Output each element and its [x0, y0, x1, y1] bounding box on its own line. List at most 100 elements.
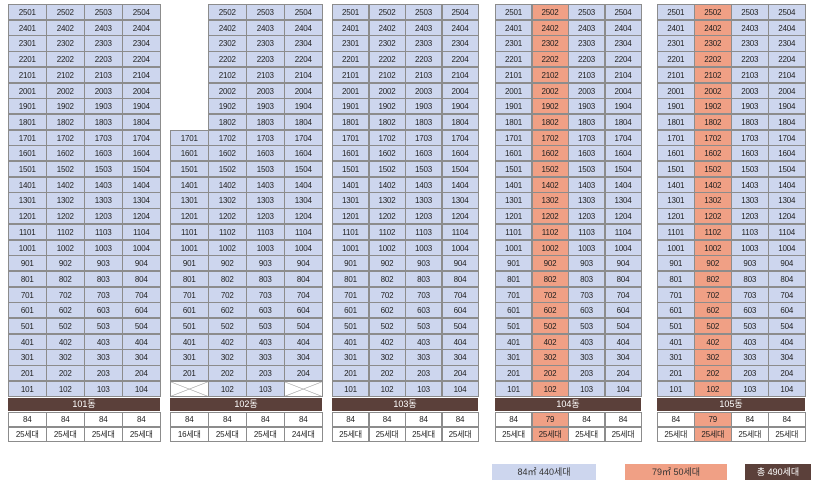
- unit-cell: 1701: [495, 129, 532, 146]
- unit-cell: 1901: [495, 98, 532, 115]
- unit-cell: 1302: [368, 192, 406, 209]
- unit-cell: 702: [46, 286, 85, 303]
- unit-cell: 901: [170, 255, 209, 272]
- unit-cell: 1304: [768, 192, 806, 209]
- unit-cell: 2304: [441, 35, 479, 52]
- unit-cell: 601: [8, 302, 47, 319]
- unit-cell: 603: [568, 302, 605, 319]
- unit-count-cell: 25세대: [731, 426, 769, 442]
- unit-cell: 1004: [441, 239, 479, 256]
- unit-cell: 1001: [495, 239, 532, 256]
- unit-cell: 1601: [8, 145, 47, 162]
- unit-cell: 402: [694, 333, 732, 350]
- unit-cell: 2502: [531, 4, 569, 21]
- unit-cell: 1801: [332, 113, 369, 131]
- unit-count-cell: 16세대: [170, 426, 209, 442]
- unit-cell: 1904: [441, 98, 479, 115]
- unit-count-cell: 25세대: [405, 426, 442, 442]
- unit-cell: 504: [122, 318, 161, 335]
- unit-cell: 503: [405, 318, 442, 335]
- unit-cell: 101: [332, 380, 369, 397]
- unit-cell: 1504: [122, 161, 161, 178]
- unit-cell: 102: [531, 380, 569, 397]
- unit-cell: 1001: [8, 239, 47, 256]
- building-name-bar: 105동: [657, 397, 805, 411]
- unit-cell: 1104: [768, 223, 806, 240]
- unit-cell: 504: [768, 318, 806, 335]
- unit-cell: 904: [768, 255, 806, 272]
- unit-cell: 2103: [731, 66, 769, 83]
- unit-cell: 801: [657, 270, 695, 288]
- unit-cell: 1501: [8, 161, 47, 178]
- unit-cell: 602: [694, 302, 732, 319]
- unit-cell: 1504: [284, 161, 323, 178]
- unit-cell: 601: [657, 302, 695, 319]
- unit-cell: 1102: [694, 223, 732, 240]
- unit-cell: 1703: [84, 129, 123, 146]
- unit-count-cell: 25세대: [46, 426, 85, 442]
- unit-cell: 1103: [246, 223, 285, 240]
- unit-cell: 403: [246, 333, 285, 350]
- unit-cell: 1404: [441, 176, 479, 193]
- unit-cell: 1904: [284, 98, 323, 115]
- unit-cell: 604: [284, 302, 323, 319]
- unit-cell: 1101: [495, 223, 532, 240]
- unit-cell: 1202: [694, 208, 732, 225]
- unit-cell: 1002: [368, 239, 406, 256]
- unit-cell: 2401: [8, 19, 47, 36]
- unit-cell: 1204: [604, 208, 642, 225]
- unit-cell: 201: [495, 365, 532, 382]
- unit-cell: 1502: [46, 161, 85, 178]
- unit-cell: 2203: [246, 51, 285, 68]
- unit-cell: 2104: [768, 66, 806, 83]
- unit-cell: 1104: [284, 223, 323, 240]
- unit-cell: 2101: [8, 66, 47, 83]
- unit-cell: 504: [441, 318, 479, 335]
- unit-cell: 1902: [694, 98, 732, 115]
- unit-cell: 1302: [46, 192, 85, 209]
- unit-cell: 201: [657, 365, 695, 382]
- unit-cell: 603: [246, 302, 285, 319]
- unit-cell: 301: [657, 349, 695, 366]
- unit-cell: 2202: [46, 51, 85, 68]
- unit-count-cell: 25세대: [495, 426, 532, 442]
- unit-cell: 702: [694, 286, 732, 303]
- unit-cell: 704: [768, 286, 806, 303]
- legend-79-swatch: 79㎡ 50세대: [625, 464, 727, 480]
- unit-cell: 304: [284, 349, 323, 366]
- unit-cell: 803: [731, 270, 769, 288]
- unit-cell: 2501: [8, 4, 47, 21]
- unit-cell: 701: [657, 286, 695, 303]
- unit-count-cell: 25세대: [531, 426, 569, 442]
- unit-cell: 802: [368, 270, 406, 288]
- unit-cell: 1501: [495, 161, 532, 178]
- unit-cell: 901: [657, 255, 695, 272]
- unit-cell: 304: [604, 349, 642, 366]
- unit-cell: 902: [368, 255, 406, 272]
- unit-cell: 1503: [731, 161, 769, 178]
- unit-cell: 2302: [46, 35, 85, 52]
- unit-cell: 1504: [768, 161, 806, 178]
- unit-cell: 2504: [284, 4, 323, 21]
- unit-cell: 2503: [405, 4, 442, 21]
- unit-cell: 1302: [208, 192, 247, 209]
- unit-cell: 1501: [170, 161, 209, 178]
- unit-cell: 1103: [84, 223, 123, 240]
- unit-cell: 1103: [405, 223, 442, 240]
- unit-cell: 1704: [122, 129, 161, 146]
- unit-cell: 2402: [46, 19, 85, 36]
- unit-cell: 404: [122, 333, 161, 350]
- unit-cell: 1501: [657, 161, 695, 178]
- unit-cell: 1003: [84, 239, 123, 256]
- unit-cell: 1202: [208, 208, 247, 225]
- unit-cell: 1503: [405, 161, 442, 178]
- unit-cell: 104: [441, 380, 479, 397]
- unit-size-cell: 84: [122, 411, 161, 427]
- unit-size-cell: 84: [604, 411, 642, 427]
- unit-cell: 1004: [284, 239, 323, 256]
- unit-cell: 2203: [568, 51, 605, 68]
- unit-cell: 2004: [441, 82, 479, 99]
- unit-cell: 503: [246, 318, 285, 335]
- unit-cell: 1601: [657, 145, 695, 162]
- unit-cell: 1603: [731, 145, 769, 162]
